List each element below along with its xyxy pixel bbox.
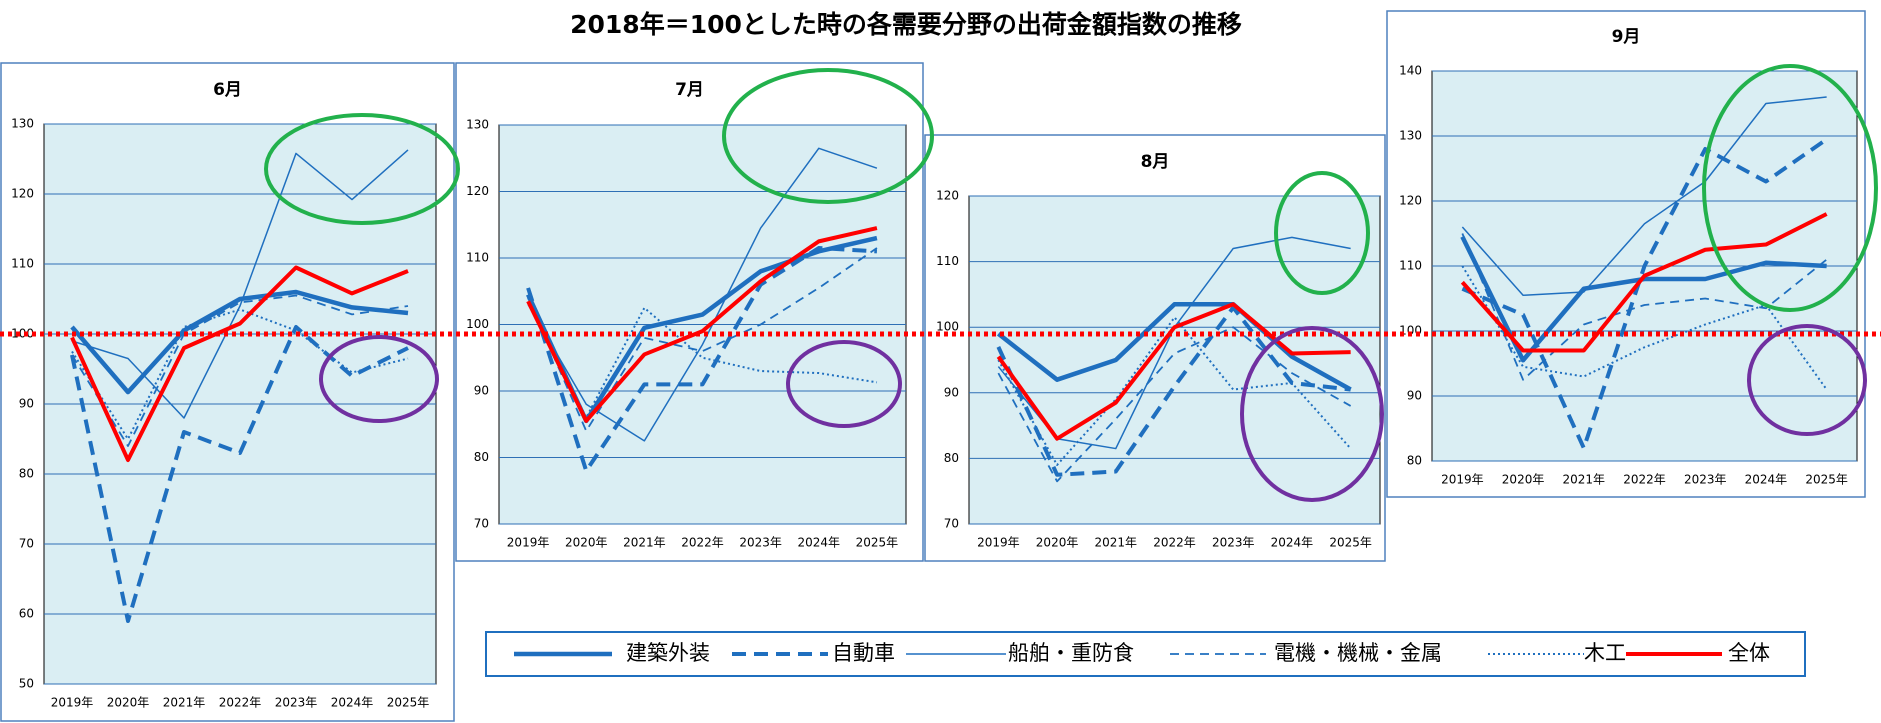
y-tick-label: 80 bbox=[944, 451, 959, 465]
y-tick-label: 70 bbox=[19, 537, 34, 551]
highlight-ellipse bbox=[319, 335, 439, 423]
y-tick-label: 140 bbox=[1399, 64, 1422, 78]
x-tick-label: 2024年 bbox=[1271, 536, 1314, 550]
x-tick-label: 2020年 bbox=[1036, 536, 1079, 550]
x-tick-label: 2025年 bbox=[1329, 536, 1372, 550]
y-tick-label: 120 bbox=[1399, 194, 1422, 208]
highlight-ellipse bbox=[722, 68, 934, 204]
main-title: 2018年＝100とした時の各需要分野の出荷金額指数の推移 bbox=[570, 10, 1242, 39]
y-tick-label: 90 bbox=[944, 385, 959, 399]
series-line bbox=[1461, 96, 1827, 296]
legend-label: 自動車 bbox=[832, 641, 895, 665]
y-tick-label: 100 bbox=[11, 327, 34, 341]
panel-title: 9月 bbox=[1612, 27, 1641, 47]
x-tick-label: 2021年 bbox=[163, 696, 206, 710]
highlight-ellipse bbox=[1240, 326, 1384, 502]
series-line bbox=[1461, 137, 1828, 450]
annotations bbox=[264, 64, 1878, 502]
x-tick-label: 2020年 bbox=[565, 536, 608, 550]
y-tick-label: 70 bbox=[944, 517, 959, 531]
y-tick-label: 130 bbox=[1399, 129, 1422, 143]
x-tick-label: 2024年 bbox=[1745, 473, 1788, 487]
y-tick-label: 90 bbox=[474, 384, 489, 398]
y-tick-label: 120 bbox=[466, 184, 489, 198]
series-line bbox=[997, 326, 1352, 483]
panel-title: 6月 bbox=[213, 80, 242, 100]
legend-box bbox=[485, 631, 1806, 677]
y-tick-label: 110 bbox=[11, 257, 34, 271]
series-line bbox=[527, 297, 878, 419]
series-line bbox=[997, 316, 1352, 466]
y-tick-label: 120 bbox=[11, 187, 34, 201]
x-tick-label: 2022年 bbox=[1623, 473, 1666, 487]
series-line bbox=[527, 147, 878, 442]
highlight-ellipse bbox=[264, 113, 460, 225]
x-tick-label: 2023年 bbox=[1684, 473, 1727, 487]
legend-label: 船舶・重防食 bbox=[1008, 641, 1134, 665]
y-tick-label: 110 bbox=[1399, 259, 1422, 273]
y-tick-label: 100 bbox=[936, 320, 959, 334]
series-line bbox=[996, 302, 1351, 441]
y-tick-label: 120 bbox=[936, 189, 959, 203]
panel-title: 7月 bbox=[675, 80, 704, 100]
x-tick-label: 2022年 bbox=[1153, 536, 1196, 550]
highlight-ellipse bbox=[786, 340, 902, 428]
panel-title: 8月 bbox=[1141, 152, 1170, 172]
x-tick-label: 2024年 bbox=[798, 536, 841, 550]
series-line bbox=[526, 226, 878, 423]
series-line bbox=[1461, 233, 1828, 381]
x-tick-label: 2019年 bbox=[507, 536, 550, 550]
y-tick-label: 130 bbox=[466, 118, 489, 132]
x-tick-label: 2023年 bbox=[275, 696, 318, 710]
y-tick-label: 70 bbox=[474, 517, 489, 531]
y-tick-label: 80 bbox=[19, 467, 34, 481]
x-tick-label: 2024年 bbox=[331, 696, 374, 710]
series-line bbox=[70, 289, 409, 395]
x-tick-label: 2020年 bbox=[107, 696, 150, 710]
legend-label: 木工 bbox=[1584, 641, 1626, 665]
series-line bbox=[71, 149, 409, 419]
y-tick-label: 80 bbox=[1407, 454, 1422, 468]
y-tick-label: 110 bbox=[936, 254, 959, 268]
plot-area bbox=[968, 195, 1381, 525]
x-tick-label: 2021年 bbox=[623, 536, 666, 550]
x-tick-label: 2021年 bbox=[1563, 473, 1606, 487]
highlight-ellipse bbox=[1747, 324, 1867, 436]
y-tick-label: 80 bbox=[474, 450, 489, 464]
y-tick-label: 90 bbox=[19, 397, 34, 411]
x-tick-label: 2021年 bbox=[1095, 536, 1138, 550]
x-tick-label: 2022年 bbox=[681, 536, 724, 550]
y-tick-label: 110 bbox=[466, 251, 489, 265]
legend-label: 建築外装 bbox=[626, 641, 710, 665]
y-tick-label: 60 bbox=[19, 607, 34, 621]
y-tick-label: 90 bbox=[1407, 389, 1422, 403]
legend-label: 電機・機械・金属 bbox=[1274, 641, 1442, 665]
series-line bbox=[1460, 212, 1828, 353]
series-line bbox=[996, 301, 1352, 392]
series-line bbox=[1460, 235, 1827, 363]
series-line bbox=[71, 294, 409, 447]
x-tick-label: 2023年 bbox=[739, 536, 782, 550]
x-tick-label: 2025年 bbox=[387, 696, 430, 710]
y-tick-label: 100 bbox=[466, 317, 489, 331]
x-tick-label: 2019年 bbox=[1441, 473, 1484, 487]
panels: 6月 50 60 70 80 90 100 110 120 130 2019年 2020年 2021年 2… bbox=[0, 10, 1881, 722]
x-tick-label: 2023年 bbox=[1212, 536, 1255, 550]
series-line bbox=[70, 265, 409, 462]
y-tick-label: 130 bbox=[11, 117, 34, 131]
x-tick-label: 2020年 bbox=[1502, 473, 1545, 487]
x-tick-label: 2019年 bbox=[977, 536, 1020, 550]
x-tick-label: 2019年 bbox=[51, 696, 94, 710]
series-line bbox=[70, 325, 409, 623]
series-line bbox=[526, 246, 878, 473]
y-tick-label: 50 bbox=[19, 677, 34, 691]
highlight-ellipse bbox=[1702, 64, 1878, 312]
x-tick-label: 2022年 bbox=[219, 696, 262, 710]
x-tick-label: 2025年 bbox=[1805, 473, 1848, 487]
legend-label: 全体 bbox=[1728, 641, 1770, 665]
legend: 建築外装 自動車 船舶・重防食 電機・機械・金属 木工 全体 bbox=[514, 641, 1770, 665]
x-tick-label: 2025年 bbox=[856, 536, 899, 550]
highlight-ellipse bbox=[1274, 171, 1370, 295]
